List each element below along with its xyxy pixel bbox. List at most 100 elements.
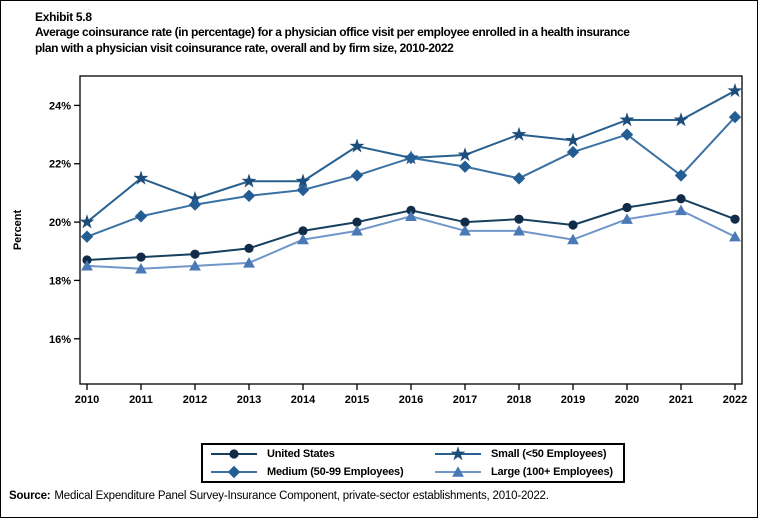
triangle-marker [81,260,93,271]
diamond-marker [80,230,94,243]
diamond-marker [404,151,418,165]
triangle-marker [351,225,363,236]
legend-swatch-large [435,464,481,480]
y-tick-label: 16% [49,334,71,346]
source-label: Source: [9,490,51,502]
x-tick-label: 2012 [183,394,207,406]
star-marker [349,138,365,153]
circle-marker [406,205,416,216]
chart-title-line-1: Average coinsurance rate (in percentage)… [35,25,630,39]
star-marker [673,112,689,127]
legend-item-united-states: United States [211,446,435,462]
circle-marker [229,449,239,459]
triangle-marker [243,257,255,268]
diamond-marker [134,210,148,223]
source-note: Source: Medical Expenditure Panel Survey-… [9,490,549,502]
triangle-marker [567,233,579,245]
legend-item-large: Large (100+ Employees) [435,464,617,480]
star-marker [133,170,149,185]
plot-border [79,75,743,385]
star-marker [450,446,466,461]
circle-marker [190,249,200,259]
diamond-marker [242,189,256,203]
series-united-states [82,194,740,265]
x-tick-label: 2010 [75,394,99,406]
star-marker [295,173,311,188]
x-tick-label: 2015 [345,394,369,406]
star-marker [565,132,581,147]
source-text: Medical Expenditure Panel Survey-Insuran… [54,490,549,502]
legend-swatch-small [435,446,481,462]
circle-marker [676,194,686,204]
x-tick-label: 2019 [561,394,585,406]
chart-svg: 16% 18% 20% 22% 24% 2010 2011 2012 2013 2014 2015 2… [12,75,747,406]
triangle-marker [729,230,741,242]
series-medium-50-99-employees [80,110,742,243]
x-tick-label: 2018 [507,394,531,406]
triangle-marker [405,210,417,221]
circle-marker [352,217,362,227]
diamond-marker [350,169,364,182]
y-tick-label: 24% [49,100,71,112]
y-axis-title: Percent [12,209,24,250]
triangle-marker [189,260,201,271]
star-marker [79,214,95,229]
x-tick-label: 2020 [615,394,639,406]
circle-marker [514,214,524,224]
circle-marker [136,252,146,262]
triangle-marker [621,213,633,224]
diamond-marker [512,172,526,185]
legend-label-united-states: United States [267,448,335,460]
legend: United States Small (<50 Employees) Medi… [201,443,625,483]
circle-marker [568,220,578,230]
triangle-marker [452,466,464,477]
legend-label-large: Large (100+ Employees) [491,466,613,478]
x-tick-label: 2014 [291,394,316,406]
diamond-marker [620,128,634,141]
star-marker [187,190,203,206]
star-legend-glyph [435,446,481,461]
x-tick-label: 2021 [669,394,693,406]
y-tick-label: 20% [49,217,71,229]
circle-marker [244,243,254,253]
legend-item-small: Small (<50 Employees) [435,446,617,462]
diamond-marker [566,145,580,159]
diamond-marker [188,198,202,211]
star-marker [457,147,473,162]
chart-header: Exhibit 5.8 Average coinsurance rate (in… [35,10,751,56]
x-tick-label: 2022 [723,394,747,406]
diamond-marker [458,160,472,173]
series-large-100-employees [81,204,741,274]
x-tick-label: 2016 [399,394,423,406]
star-marker [241,173,257,188]
triangle-legend-glyph [435,466,481,477]
circle-legend-glyph [211,449,257,459]
diamond-marker [296,183,310,197]
legend-label-small: Small (<50 Employees) [491,448,607,460]
triangle-marker [513,225,525,236]
x-tick-label: 2017 [453,394,477,406]
triangle-marker [297,233,309,245]
triangle-marker [459,225,471,236]
legend-swatch-united-states [211,446,257,462]
chart-title-line-2: plan with a physician visit coinsurance … [35,40,454,55]
circle-marker [460,217,470,227]
exhibit-number: Exhibit 5.8 [35,10,92,24]
star-marker [511,126,527,141]
legend-swatch-medium [211,464,257,480]
circle-marker [82,255,92,265]
triangle-marker [135,262,147,274]
y-tick-label: 18% [49,275,71,287]
diamond-legend-glyph [211,465,257,479]
circle-marker [622,202,632,213]
legend-item-medium: Medium (50-99 Employees) [211,464,435,480]
diamond-marker [674,169,688,182]
y-tick-label: 22% [49,159,71,171]
legend-label-medium: Medium (50-99 Employees) [267,466,404,478]
diamond-marker [728,110,742,124]
x-tick-label: 2011 [129,394,153,406]
diamond-marker [227,465,241,479]
x-tick-label: 2013 [237,394,261,406]
star-marker [619,112,635,127]
